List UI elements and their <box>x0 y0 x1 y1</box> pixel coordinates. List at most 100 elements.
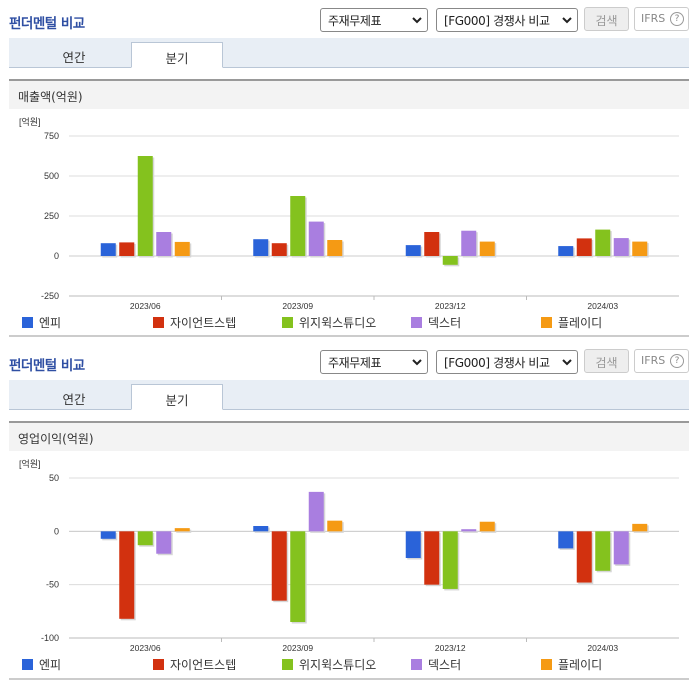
tab-quarterly[interactable]: 분기 <box>131 42 223 68</box>
legend-swatch <box>153 659 164 670</box>
search-button[interactable]: 검색 <box>584 7 629 31</box>
bar <box>424 232 440 256</box>
period-tabs: 연간 분기 <box>9 38 689 68</box>
legend-label: 플레이디 <box>558 658 603 672</box>
bar <box>595 229 611 256</box>
bar <box>100 531 116 539</box>
bar <box>100 243 116 256</box>
legend-label: 위지윅스튜디오 <box>299 658 377 672</box>
chevron-down-icon <box>412 17 422 24</box>
bar <box>576 531 592 583</box>
ifrs-label: IFRS <box>641 12 666 25</box>
legend-item[interactable]: 자이언트스텝 <box>153 314 236 331</box>
bar <box>595 531 611 571</box>
bar <box>174 528 190 532</box>
bar <box>442 256 458 265</box>
legend-item[interactable]: 위지윅스튜디오 <box>282 656 376 673</box>
fundamental-panel-revenue: 펀더멘털 비교 주재무제표 [FG000] 경쟁사 비교 검색 IFRS ? 연… <box>0 0 696 340</box>
peer-compare-select[interactable]: [FG000] 경쟁사 비교 <box>436 350 578 374</box>
statement-select[interactable]: 주재무제표 <box>320 350 428 374</box>
x-tick-label: 2023/06 <box>130 301 161 310</box>
legend-swatch <box>411 317 422 328</box>
ifrs-label: IFRS <box>641 354 666 367</box>
bar <box>119 242 135 256</box>
unit-label: [억원] <box>19 116 41 127</box>
legend-item[interactable]: 위지윅스튜디오 <box>282 314 376 331</box>
bar <box>253 239 269 256</box>
bar <box>405 531 421 558</box>
legend-item[interactable]: 덱스터 <box>411 314 461 331</box>
bar <box>253 526 269 532</box>
x-tick-label: 2024/03 <box>587 301 618 310</box>
chevron-down-icon <box>562 359 572 366</box>
search-button[interactable]: 검색 <box>584 349 629 373</box>
legend-label: 엔피 <box>39 316 62 330</box>
chevron-down-icon <box>412 359 422 366</box>
panel-title: 펀더멘털 비교 <box>9 358 85 374</box>
chart-legend: 엔피 자이언트스텝 위지윅스튜디오 덱스터 플레이디 <box>22 314 682 331</box>
legend-swatch <box>541 659 552 670</box>
peer-compare-select-value: [FG000] 경쟁사 비교 <box>444 356 550 370</box>
bar <box>271 531 287 601</box>
y-tick-label: 500 <box>44 171 59 181</box>
y-tick-label: 0 <box>54 251 59 261</box>
ifrs-help-button[interactable]: IFRS ? <box>634 349 689 373</box>
legend-label: 자이언트스텝 <box>170 658 237 672</box>
bar <box>308 491 324 532</box>
chart-legend: 엔피 자이언트스텝 위지윅스튜디오 덱스터 플레이디 <box>22 656 682 673</box>
bar <box>156 232 172 256</box>
fundamental-panel-operating-profit: 펀더멘털 비교 주재무제표 [FG000] 경쟁사 비교 검색 IFRS ? 연… <box>0 342 696 684</box>
legend-item[interactable]: 자이언트스텝 <box>153 656 236 673</box>
legend-swatch <box>282 659 293 670</box>
legend-label: 플레이디 <box>558 316 603 330</box>
bar <box>613 531 629 565</box>
legend-label: 덱스터 <box>428 658 462 672</box>
legend-item[interactable]: 엔피 <box>22 656 61 673</box>
operating-profit-bar-chart: [억원] 50 0 -50 -100 2023/06 2023/09 2023/12 2024/… <box>19 458 679 652</box>
x-tick-label: 2024/03 <box>587 643 618 652</box>
ifrs-help-button[interactable]: IFRS ? <box>634 7 689 31</box>
revenue-bar-chart: [억원]750 500 250 0 -250 2023/06 2023/09 2023/12 2… <box>19 116 679 310</box>
divider <box>9 335 689 337</box>
bar <box>461 529 477 532</box>
y-tick-label: -250 <box>41 291 59 301</box>
legend-item[interactable]: 엔피 <box>22 314 61 331</box>
bar <box>137 531 153 546</box>
tab-annual[interactable]: 연간 <box>62 50 86 65</box>
bar <box>442 531 458 589</box>
bar <box>327 520 343 532</box>
statement-select-value: 주재무제표 <box>328 14 382 28</box>
y-tick-label: 250 <box>44 211 59 221</box>
legend-item[interactable]: 플레이디 <box>541 314 602 331</box>
bar <box>632 241 648 256</box>
legend-swatch <box>22 317 33 328</box>
bar <box>119 531 135 619</box>
statement-select[interactable]: 주재무제표 <box>320 8 428 32</box>
question-icon: ? <box>670 12 684 26</box>
bar <box>424 531 440 585</box>
tab-quarterly[interactable]: 분기 <box>131 384 223 410</box>
section-label: 영업이익(억원) <box>9 421 689 451</box>
chevron-down-icon <box>562 17 572 24</box>
bar <box>461 230 477 256</box>
legend-label: 엔피 <box>39 658 62 672</box>
bar <box>558 246 574 256</box>
y-tick-label: 50 <box>49 473 59 483</box>
bar <box>174 241 190 256</box>
panel-header: 펀더멘털 비교 주재무제표 [FG000] 경쟁사 비교 검색 IFRS ? <box>0 0 696 36</box>
peer-compare-select-value: [FG000] 경쟁사 비교 <box>444 14 550 28</box>
legend-swatch <box>22 659 33 670</box>
panel-title: 펀더멘털 비교 <box>9 16 85 32</box>
period-tabs: 연간 분기 <box>9 380 689 410</box>
legend-item[interactable]: 덱스터 <box>411 656 461 673</box>
bar <box>558 531 574 549</box>
y-tick-label: 750 <box>44 131 59 141</box>
tab-annual[interactable]: 연간 <box>62 392 86 407</box>
bar <box>290 196 306 256</box>
y-tick-label: 0 <box>54 526 59 536</box>
legend-item[interactable]: 플레이디 <box>541 656 602 673</box>
peer-compare-select[interactable]: [FG000] 경쟁사 비교 <box>436 8 578 32</box>
bar <box>290 531 306 622</box>
panel-header: 펀더멘털 비교 주재무제표 [FG000] 경쟁사 비교 검색 IFRS ? <box>0 342 696 378</box>
bar <box>156 531 172 554</box>
